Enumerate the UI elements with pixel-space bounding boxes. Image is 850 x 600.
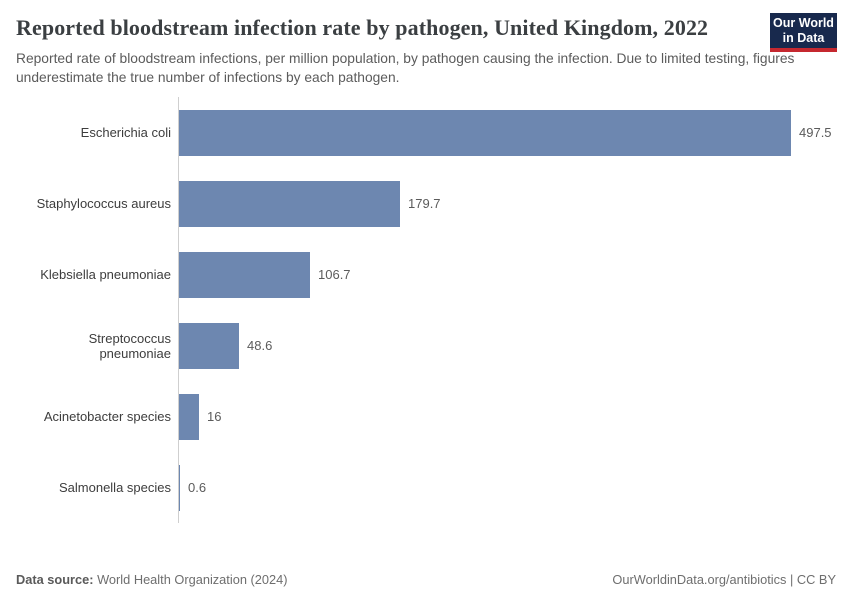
chart-row: Streptococcus pneumoniae 48.6 [16, 310, 834, 381]
bar-track: 106.7 [178, 239, 834, 310]
owid-url-license[interactable]: OurWorldinData.org/antibiotics | CC BY [612, 572, 836, 587]
bar-track: 48.6 [178, 310, 834, 381]
chart-title: Reported bloodstream infection rate by p… [16, 15, 709, 40]
bar-value-label: 106.7 [318, 267, 351, 282]
data-source-text: World Health Organization (2024) [93, 572, 288, 587]
owid-logo-text: Our World in Data [770, 13, 837, 48]
owid-logo-line2: in Data [782, 31, 825, 45]
category-label: Staphylococcus aureus [36, 196, 171, 211]
bar[interactable] [179, 180, 400, 227]
bar[interactable] [179, 109, 791, 156]
bar-value-label: 497.5 [799, 125, 832, 140]
bar-value-label: 179.7 [408, 196, 441, 211]
data-source-label: Data source: [16, 572, 94, 587]
bar[interactable] [179, 464, 180, 511]
category-label: Klebsiella pneumoniae [40, 267, 171, 282]
bar-track: 0.6 [178, 452, 834, 523]
bar-track: 497.5 [178, 97, 834, 168]
data-source: Data source: World Health Organization (… [16, 572, 287, 587]
category-label: Salmonella species [58, 480, 171, 495]
bar-value-label: 0.6 [188, 480, 207, 495]
bar-track: 179.7 [178, 168, 834, 239]
bar-track: 16 [178, 381, 834, 452]
bar-value-label: 48.6 [247, 338, 273, 353]
bar[interactable] [179, 251, 310, 298]
category-label: Streptococcus pneumoniae [88, 330, 171, 361]
chart-footer: Data source: World Health Organization (… [16, 572, 836, 587]
chart-row: Acinetobacter species 16 [16, 381, 834, 452]
chart-row: Salmonella species 0.6 [16, 452, 834, 523]
bar[interactable] [179, 322, 239, 369]
chart-row: Klebsiella pneumoniae 106.7 [16, 239, 834, 310]
owid-logo-line1: Our World [773, 16, 834, 30]
owid-logo-accent-bar [770, 48, 837, 52]
chart-subtitle: Reported rate of bloodstream infections,… [16, 51, 795, 85]
owid-logo[interactable]: Our World in Data [770, 13, 837, 52]
bar-chart: Escherichia coli 497.5 Staphylococcus aure… [16, 97, 834, 523]
chart-row: Escherichia coli 497.5 [16, 97, 834, 168]
bar[interactable] [179, 393, 199, 440]
category-label: Escherichia coli [80, 125, 171, 140]
chart-row: Staphylococcus aureus 179.7 [16, 168, 834, 239]
category-label: Acinetobacter species [43, 409, 171, 424]
bar-value-label: 16 [207, 409, 222, 424]
